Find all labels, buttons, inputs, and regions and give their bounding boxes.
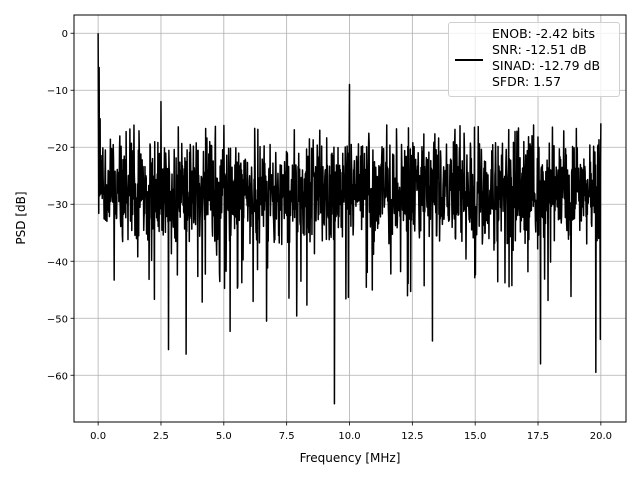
legend-sfdr: SFDR: 1.57 [492, 74, 562, 89]
legend: ENOB: -2.42 bits SNR: -12.51 dB SINAD: -… [448, 22, 620, 97]
x-axis-label: Frequency [MHz] [300, 451, 401, 465]
legend-enob: ENOB: -2.42 bits [492, 26, 595, 41]
y-tick-label: −60 [47, 371, 68, 382]
x-tick-label: 12.5 [401, 431, 423, 442]
x-tick-label: 2.5 [153, 431, 169, 442]
x-tick-label: 5.0 [216, 431, 232, 442]
axes-frame [73, 14, 627, 423]
y-tick-label: −30 [47, 200, 68, 211]
y-tick-label: −40 [47, 257, 68, 268]
y-tick-label: −20 [47, 143, 68, 154]
x-tick-label: 20.0 [590, 431, 612, 442]
x-tick-label: 17.5 [527, 431, 549, 442]
x-tick-label: 10.0 [338, 431, 360, 442]
legend-line-swatch [455, 59, 483, 61]
ticks: 0.0 2.5 5.0 7.5 10.0 12.5 15.0 17.5 20.0 0 −10 −20 −… [47, 29, 612, 442]
legend-sinad: SINAD: -12.79 dB [492, 58, 601, 73]
y-tick-label: −10 [47, 86, 68, 97]
y-tick-label: −50 [47, 314, 68, 325]
x-tick-label: 15.0 [464, 431, 486, 442]
y-axis-label: PSD [dB] [14, 191, 28, 244]
psd-line [97, 33, 602, 405]
plot-area [97, 33, 602, 405]
legend-snr: SNR: -12.51 dB [492, 42, 587, 57]
x-tick-label: 7.5 [279, 431, 295, 442]
y-tick-label: 0 [62, 29, 68, 40]
x-tick-label: 0.0 [90, 431, 106, 442]
